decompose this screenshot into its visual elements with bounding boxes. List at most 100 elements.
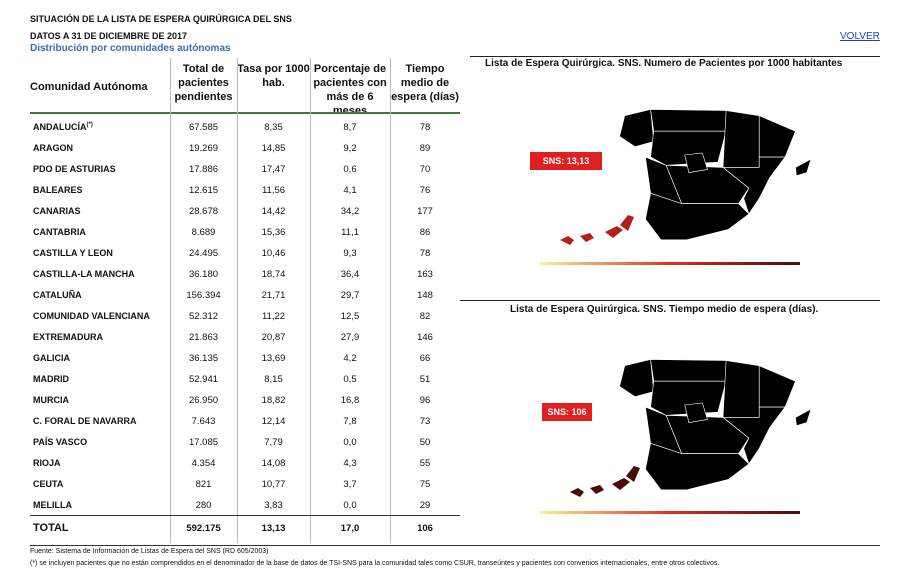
cell: 0,5 [343, 374, 357, 385]
column-header: Comunidad Autónoma [30, 81, 148, 93]
back-link[interactable]: VOLVER [840, 31, 880, 42]
cell: 15,36 [261, 227, 286, 238]
legend-bar [540, 511, 800, 514]
cell: 8,35 [264, 122, 283, 133]
row-name: CANTABRIA [33, 227, 86, 237]
row-name: CEUTA [33, 479, 64, 489]
cell: 4,1 [343, 185, 357, 196]
cell: 75 [419, 479, 431, 490]
row-name: ARAGON [33, 143, 73, 153]
sns-box [530, 152, 602, 170]
row-name: MELILLA [33, 500, 72, 510]
cell: 12.615 [188, 185, 219, 196]
date: DATOS A 31 DE DICIEMBRE DE 2017 [30, 31, 188, 41]
cell: 51 [419, 374, 431, 385]
cell: 821 [195, 479, 212, 490]
column-header: Porcentaje de pacientes con más de 6 mes… [313, 63, 387, 117]
cell: 78 [419, 122, 431, 133]
cell: 7,8 [343, 416, 357, 427]
cell: 27,9 [340, 332, 360, 343]
cell: 177 [417, 206, 433, 217]
canarias [570, 466, 640, 497]
row-name: GALICIA [33, 353, 70, 363]
cell: 4,3 [343, 458, 357, 469]
cell: 18,82 [261, 395, 286, 406]
row-name: RIOJA [33, 458, 61, 468]
cell: 21.863 [188, 332, 219, 343]
cell: 70 [419, 164, 431, 175]
cell: 29 [419, 500, 431, 511]
cell: 76 [419, 185, 431, 196]
cell: 36,4 [340, 269, 360, 280]
cell: 8.689 [191, 227, 216, 238]
cell: 280 [195, 500, 212, 511]
cell: 0,0 [343, 500, 357, 511]
cell: 21,71 [261, 290, 286, 301]
rule [460, 300, 880, 301]
cell: 9,2 [343, 143, 357, 154]
cell: 14,08 [261, 458, 286, 469]
cell: 50 [419, 437, 431, 448]
source: Fuente: Sistema de Información de Listas… [30, 548, 269, 555]
cell: 20,87 [261, 332, 286, 343]
cell: 36.135 [188, 353, 219, 364]
cell: 17.085 [188, 437, 219, 448]
canarias [560, 215, 634, 245]
cell: 4.354 [191, 458, 216, 469]
cell: 66 [419, 353, 431, 364]
cell: 10,77 [261, 479, 286, 490]
row-name: CASTILLA Y LEON [33, 248, 113, 258]
cell: 86 [419, 227, 431, 238]
column-header: Tiempo medio de espera (días) [391, 63, 459, 103]
map: SNS: 13,13 [530, 109, 812, 265]
rule [30, 515, 460, 516]
cell: 19.269 [188, 143, 219, 154]
rule [30, 112, 460, 114]
cell: 9,3 [343, 248, 357, 259]
cell: 17.886 [188, 164, 219, 175]
cell: 163 [417, 269, 433, 280]
cell: 146 [417, 332, 433, 343]
sns-label: SNS: 13,13 [543, 156, 590, 166]
cell: 11,22 [261, 311, 286, 322]
rule [30, 545, 880, 546]
row-name: MADRID [33, 374, 69, 384]
row-name: C. FORAL DE NAVARRA [33, 416, 137, 426]
row-name: EXTREMADURA [33, 332, 104, 342]
note: (*) se incluyen pacientes que no están c… [30, 560, 720, 567]
cell: 156.394 [186, 290, 221, 301]
legend-bar [540, 262, 800, 265]
map-title: Lista de Espera Quirúrgica. SNS. Numero … [485, 58, 843, 69]
cell: 3,83 [264, 500, 283, 511]
column-line [170, 58, 171, 543]
rule [470, 56, 880, 57]
cell: 14,42 [261, 206, 286, 217]
cell: 148 [417, 290, 433, 301]
cell: 11,1 [341, 227, 359, 238]
total-cell: 17,0 [340, 523, 360, 534]
title: SITUACIÓN DE LA LISTA DE ESPERA QUIRÚRGI… [30, 14, 292, 24]
cell: 0,6 [343, 164, 357, 175]
cell: 96 [419, 395, 431, 406]
cell: 36.180 [188, 269, 219, 280]
row-name: CATALUÑA [33, 290, 82, 300]
map: SNS: 106 [540, 359, 812, 514]
cell: 24.495 [188, 248, 219, 259]
row-name: COMUNIDAD VALENCIANA [33, 311, 150, 321]
cell: 11,56 [261, 185, 286, 196]
row-name: PDO DE ASTURIAS [33, 164, 116, 174]
cell: 52.312 [188, 311, 219, 322]
row-name: CASTILLA-LA MANCHA [33, 269, 135, 279]
cell: 16,8 [340, 395, 360, 406]
row-name: BALEARES [33, 185, 83, 195]
cell: 67.585 [188, 122, 219, 133]
total-cell: 106 [417, 523, 433, 534]
column-line [390, 58, 391, 543]
cell: 8,7 [343, 122, 357, 133]
column-line [237, 58, 238, 543]
row-name: PAÍS VASCO [33, 437, 88, 447]
subtitle: Distribución por comunidades autónomas [30, 43, 231, 54]
cell: 7.643 [191, 416, 216, 427]
